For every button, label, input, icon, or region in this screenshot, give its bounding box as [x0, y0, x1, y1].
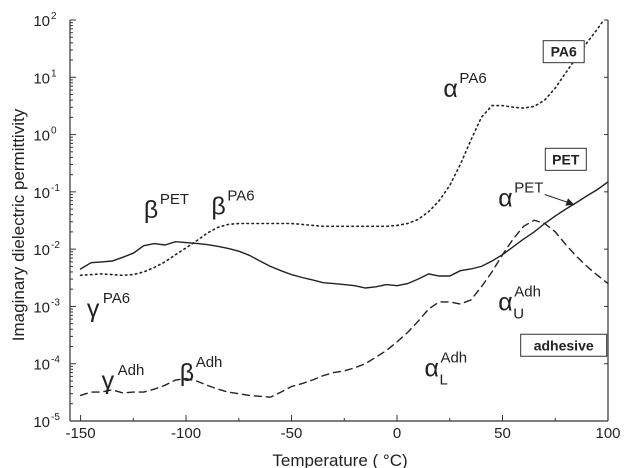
y-tick-exponent: -5 — [51, 412, 60, 423]
y-tick-label: 10 — [33, 357, 50, 374]
peak-label: α — [443, 75, 457, 103]
series-layer — [79, 19, 609, 398]
peak-label: β — [211, 193, 225, 221]
peak-label-subscript: U — [513, 305, 524, 322]
peak-label-superscript: Adh — [440, 349, 467, 366]
y-tick-label: 10 — [33, 299, 50, 316]
peak-label: α — [498, 185, 512, 213]
x-tick-label: -50 — [281, 425, 303, 442]
y-tick-exponent: 2 — [51, 11, 57, 22]
y-tick-exponent: 1 — [51, 68, 57, 79]
pet-pointer-arrowhead — [565, 198, 575, 206]
y-tick-label: 10 — [33, 128, 50, 145]
x-axis-title: Temperature ( °C) — [272, 451, 407, 468]
y-tick-label: 10 — [33, 414, 50, 431]
x-tick-label: -150 — [66, 425, 96, 442]
x-tick-label: 100 — [595, 425, 620, 442]
boxed-label: PET — [552, 151, 580, 167]
peak-label: β — [180, 359, 194, 387]
series-line-pa6 — [79, 19, 605, 277]
boxed-label: PA6 — [551, 44, 577, 60]
peak-label-superscript: PA6 — [459, 70, 486, 87]
peak-label-superscript: Adh — [514, 283, 541, 300]
series-line-adhesive — [79, 219, 609, 398]
peak-label-superscript: PET — [160, 191, 189, 208]
y-tick-label: 10 — [33, 13, 50, 30]
peak-label-subscript: L — [439, 371, 447, 388]
axes-layer — [69, 20, 609, 422]
peak-label: γ — [102, 367, 115, 395]
x-tick-label: 50 — [494, 425, 511, 442]
y-tick-exponent: 0 — [51, 126, 57, 137]
y-tick-exponent: -2 — [51, 240, 60, 251]
y-tick-exponent: -3 — [51, 297, 60, 308]
x-tick-label: -100 — [171, 425, 201, 442]
peak-label-superscript: PA6 — [227, 188, 254, 205]
series-line-pet — [79, 181, 609, 289]
peak-label-superscript: PA6 — [103, 290, 130, 307]
boxed-label: adhesive — [534, 337, 594, 353]
peak-label: α — [424, 354, 438, 382]
y-tick-label: 10 — [33, 242, 50, 259]
y-tick-exponent: -1 — [51, 183, 60, 194]
y-tick-label: 10 — [33, 70, 50, 87]
boxed-label-frame — [542, 40, 585, 64]
y-tick-exponent: -4 — [51, 355, 60, 366]
peak-label-superscript: Adh — [196, 354, 223, 371]
x-tick-label: 0 — [393, 425, 401, 442]
boxed-label-frame — [520, 333, 608, 357]
y-axis-title: Imaginary dielectric permittivity — [9, 108, 28, 341]
peak-label-superscript: PET — [514, 180, 543, 197]
peak-label: β — [144, 196, 158, 224]
peak-label-superscript: Adh — [118, 362, 145, 379]
y-tick-label: 10 — [33, 185, 50, 202]
boxed-label-layer: PA6 PET adhesive — [520, 40, 608, 357]
peak-label: γ — [87, 295, 100, 323]
peak-label: α — [498, 288, 512, 316]
boxed-label-frame — [544, 147, 587, 171]
